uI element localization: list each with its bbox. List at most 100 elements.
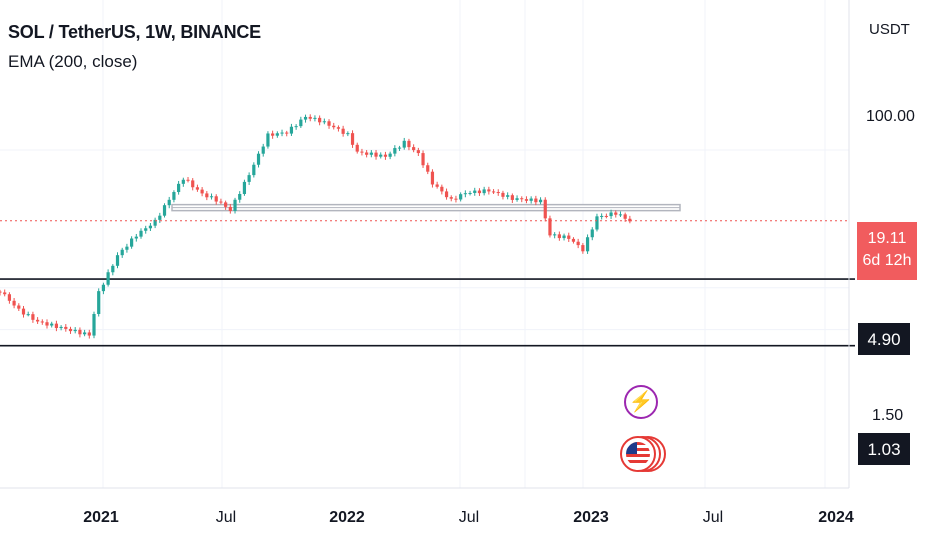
- candle-3: [12, 298, 16, 309]
- level-tag-1-03[interactable]: 1.03: [857, 432, 911, 466]
- candle-37: [172, 190, 176, 203]
- current-price-tag: 19.11 6d 12h: [857, 222, 917, 280]
- candle-100: [468, 190, 472, 196]
- candle-53: [247, 172, 251, 185]
- candle-36: [167, 196, 171, 209]
- bar-countdown: 6d 12h: [862, 252, 912, 269]
- candle-129: [604, 213, 608, 219]
- candle-51: [238, 191, 242, 203]
- candle-96: [449, 195, 453, 202]
- candle-71: [332, 122, 336, 130]
- candle-125: [585, 234, 590, 254]
- candle-112: [524, 196, 529, 204]
- candle-86: [402, 137, 406, 150]
- time-tick-jul-2021: Jul: [215, 509, 237, 526]
- level-tag-4-90[interactable]: 4.90: [857, 322, 911, 356]
- candle-52: [242, 179, 247, 196]
- candle-43: [200, 187, 204, 197]
- candle-34: [158, 212, 162, 223]
- candle-108: [506, 192, 510, 200]
- candle-70: [327, 119, 331, 129]
- candle-38: [177, 180, 181, 195]
- candle-128: [600, 213, 604, 220]
- candle-10: [45, 319, 49, 329]
- candle-95: [444, 188, 449, 200]
- candle-68: [318, 115, 322, 126]
- candle-42: [195, 184, 200, 192]
- candle-44: [205, 191, 209, 201]
- candle-64: [299, 116, 303, 128]
- candle-75: [350, 130, 355, 148]
- candle-61: [285, 130, 289, 137]
- symbol-title[interactable]: SOL / TetherUS, 1W, BINANCE: [8, 22, 261, 42]
- candle-65: [303, 114, 308, 123]
- candle-22: [101, 282, 106, 295]
- candle-98: [459, 192, 463, 202]
- candle-48: [224, 200, 228, 210]
- candle-35: [162, 203, 167, 218]
- price-tick-100: 100.00: [866, 108, 915, 125]
- candle-105: [491, 189, 496, 194]
- candle-18: [83, 329, 87, 337]
- candle-19: [87, 329, 91, 339]
- candle-1: [3, 289, 7, 297]
- candle-69: [322, 118, 326, 125]
- candle-26: [120, 247, 124, 258]
- candle-47: [219, 198, 223, 205]
- candle-13: [59, 325, 63, 331]
- candle-130: [609, 209, 613, 219]
- candle-24: [111, 264, 115, 276]
- candle-104: [487, 186, 491, 195]
- candle-16: [73, 327, 77, 334]
- candle-32: [148, 222, 153, 231]
- chart-legend: SOL / TetherUS, 1W, BINANCE EMA (200, cl…: [8, 22, 261, 72]
- candle-46: [214, 194, 218, 205]
- candle-33: [153, 217, 157, 229]
- candle-14: [64, 324, 68, 332]
- candle-66: [308, 114, 312, 122]
- candle-121: [567, 232, 571, 242]
- axes: [0, 0, 850, 489]
- candle-94: [440, 184, 444, 195]
- us-flag-icon[interactable]: [620, 436, 668, 474]
- candle-63: [294, 124, 298, 130]
- candle-114: [534, 195, 538, 206]
- candle-107: [501, 190, 505, 200]
- candle-134: [628, 215, 632, 224]
- candle-99: [463, 190, 467, 198]
- candle-88: [412, 144, 416, 153]
- candle-5: [21, 305, 26, 318]
- candle-49: [228, 203, 232, 214]
- candle-102: [477, 188, 482, 196]
- candle-72: [336, 125, 341, 132]
- candle-85: [397, 145, 402, 151]
- horizontal-levels: [0, 278, 855, 347]
- candle-55: [256, 151, 261, 168]
- candle-11: [50, 321, 54, 328]
- candle-79: [369, 150, 373, 158]
- candle-9: [40, 319, 44, 325]
- time-tick-jul-2023: Jul: [702, 509, 724, 526]
- flash-icon[interactable]: ⚡: [624, 385, 658, 419]
- candle-27: [125, 243, 129, 253]
- candle-39: [181, 177, 185, 187]
- candle-23: [106, 269, 110, 287]
- candle-119: [557, 231, 561, 241]
- indicator-label[interactable]: EMA (200, close): [8, 52, 138, 71]
- candle-123: [576, 238, 580, 249]
- candle-97: [454, 195, 458, 203]
- candle-93: [435, 181, 439, 189]
- candle-29: [134, 233, 138, 242]
- candle-91: [426, 162, 430, 175]
- time-tick-2022: 2022: [329, 509, 365, 526]
- candle-12: [54, 320, 59, 332]
- candle-28: [130, 236, 134, 249]
- candle-84: [393, 145, 397, 157]
- candle-76: [355, 142, 359, 154]
- candle-62: [289, 123, 294, 136]
- candle-120: [562, 233, 566, 241]
- candle-80: [374, 149, 378, 160]
- candle-117: [548, 215, 552, 238]
- candle-41: [191, 178, 195, 191]
